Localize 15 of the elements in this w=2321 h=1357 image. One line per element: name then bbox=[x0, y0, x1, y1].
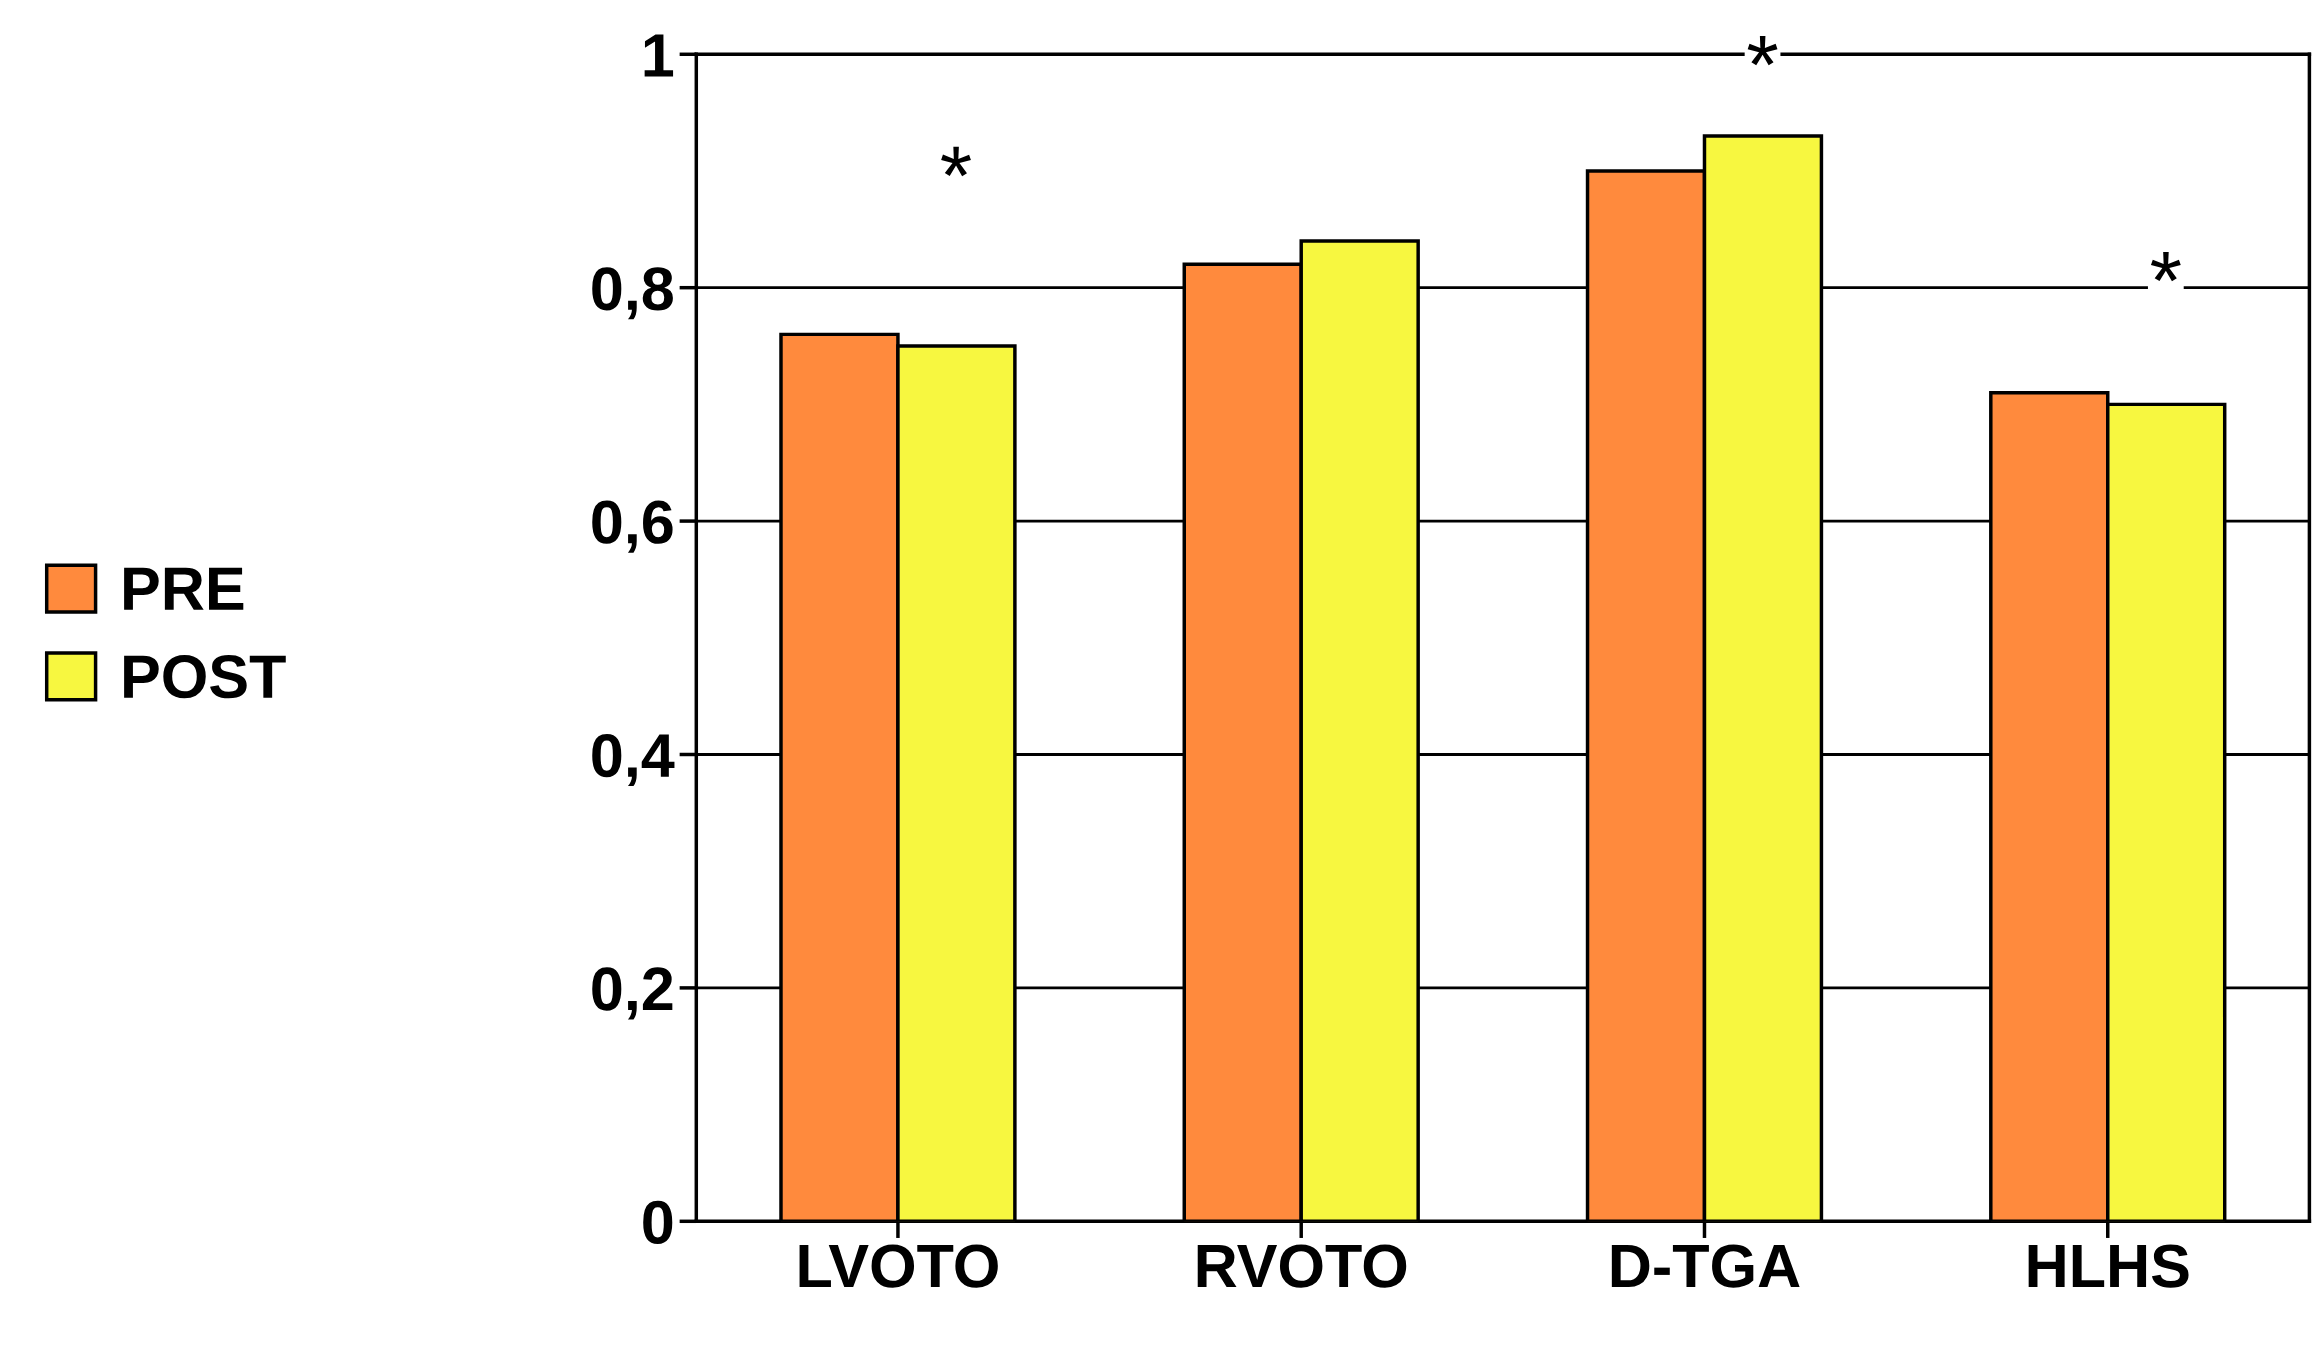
y-tick-label: 1 bbox=[644, 34, 674, 77]
y-tick-label: 0,6 bbox=[592, 500, 673, 553]
annotation: * bbox=[2150, 251, 2181, 282]
legend-label: POST bbox=[124, 655, 286, 699]
x-tick-label: D-TGA bbox=[1611, 1244, 1800, 1288]
y-tick-label: 0,4 bbox=[592, 733, 675, 787]
y-tick-label: 0 bbox=[643, 1200, 673, 1245]
x-tick-label: LVOTO bbox=[799, 1244, 998, 1288]
y-tick-label: 0,2 bbox=[592, 967, 673, 1020]
x-tick-label: HLHS bbox=[2028, 1244, 2189, 1288]
legend-label: PRE bbox=[124, 567, 244, 610]
x-tick-label: RVOTO bbox=[1197, 1244, 1407, 1288]
y-tick-label: 0,8 bbox=[592, 267, 673, 320]
annotation: * bbox=[1747, 36, 1778, 66]
annotation: * bbox=[941, 146, 971, 177]
